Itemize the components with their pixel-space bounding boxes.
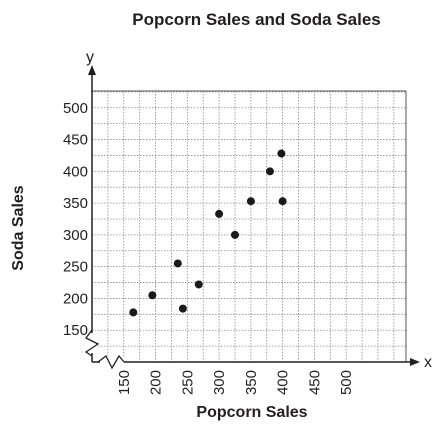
y-tick-label: 150: [63, 322, 88, 339]
y-tick-label: 450: [63, 132, 88, 149]
y-tick-label: 400: [63, 163, 88, 180]
data-point: [278, 197, 287, 206]
x-tick-label: 150: [116, 370, 133, 395]
x-tick-label: 300: [211, 370, 228, 395]
x-axis-arrow: [410, 358, 420, 366]
data-point: [277, 149, 286, 158]
x-tick-label: 450: [306, 370, 323, 395]
axes: yx: [84, 49, 432, 371]
y-tick-label: 300: [63, 227, 88, 244]
grid-lines: [92, 90, 407, 362]
y-tick-label: 350: [63, 195, 88, 212]
data-point: [230, 230, 239, 239]
x-tick-label: 200: [148, 370, 165, 395]
y-axis-break-icon: [84, 329, 100, 357]
data-points: [129, 149, 287, 317]
y-tick-label: 200: [63, 290, 88, 307]
data-point: [246, 197, 255, 206]
y-axis-arrow: [88, 65, 96, 75]
data-point: [148, 291, 157, 300]
y-axis-break-gap: [86, 333, 98, 353]
x-tick-label: 250: [179, 370, 196, 395]
x-axis-letter: x: [424, 354, 432, 371]
data-point: [265, 167, 274, 176]
chart-title: Popcorn Sales and Soda Sales: [132, 10, 381, 29]
data-point: [129, 308, 138, 317]
data-point: [215, 209, 224, 218]
x-tick-label: 350: [243, 370, 260, 395]
y-axis-letter: y: [86, 49, 94, 66]
data-point: [178, 304, 187, 313]
x-tick-label: 500: [338, 370, 355, 395]
x-axis-label: Popcorn Sales: [196, 404, 308, 421]
x-axis-break-icon: [97, 354, 125, 370]
x-tick-label: 400: [275, 370, 292, 395]
tick-labels: 150 200 250 300 350 400 450 500 150 200 250 300 350 4…: [63, 100, 355, 395]
y-tick-label: 250: [63, 259, 88, 276]
y-tick-label: 500: [63, 100, 88, 117]
data-point: [194, 280, 203, 289]
data-point: [173, 259, 182, 268]
